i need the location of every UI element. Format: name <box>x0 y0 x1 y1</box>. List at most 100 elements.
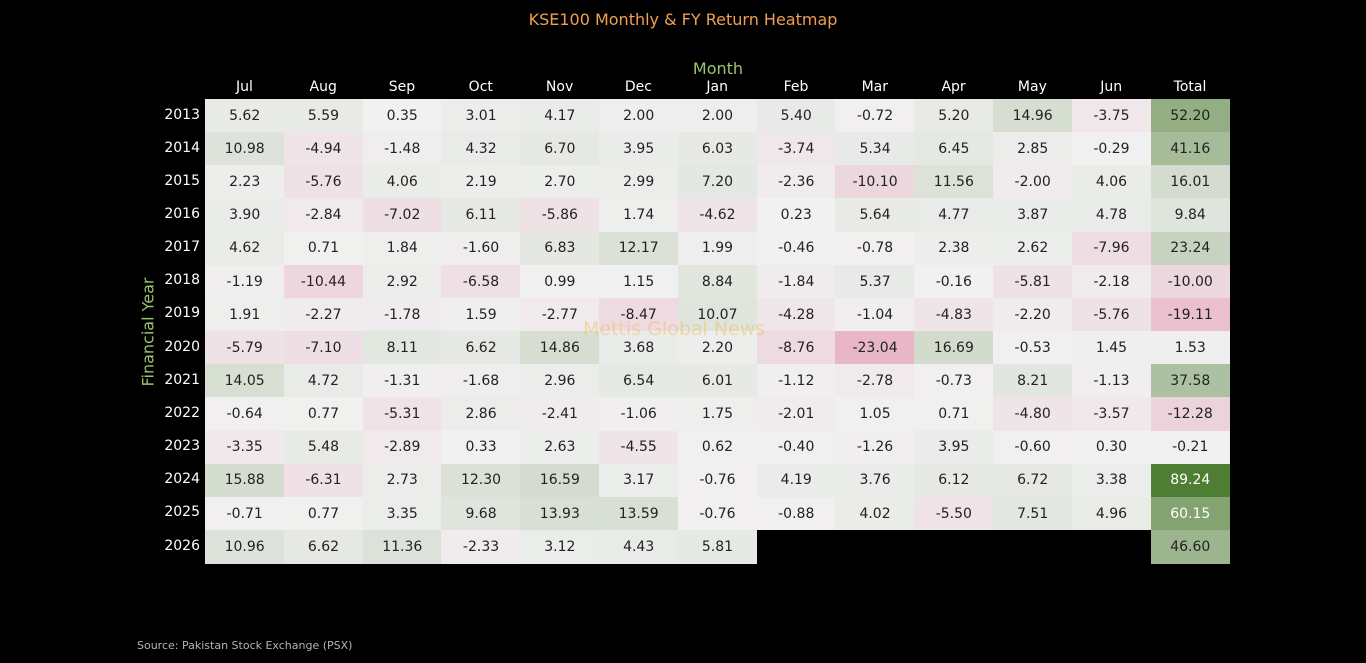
heatmap-cell: 2.63 <box>520 430 600 465</box>
heatmap-cell: -5.50 <box>914 496 994 531</box>
heatmap-cell: -1.26 <box>835 430 915 465</box>
heatmap-cell: -19.11 <box>1150 297 1230 332</box>
heatmap-cell: 13.93 <box>520 496 600 531</box>
heatmap-cell: -0.78 <box>835 231 915 266</box>
heatmap-cell: -5.81 <box>993 264 1073 299</box>
heatmap-cell: -1.78 <box>362 297 442 332</box>
heatmap-cell: -0.53 <box>993 331 1073 365</box>
heatmap-cell: -6.58 <box>441 264 521 299</box>
heatmap-cell: 52.20 <box>1150 99 1230 133</box>
column-label-nov: Nov <box>545 79 574 95</box>
heatmap-cell: 0.71 <box>283 231 364 266</box>
heatmap-cell: -6.31 <box>283 463 364 498</box>
heatmap-cell: 3.38 <box>1071 463 1152 498</box>
heatmap-cell: 16.59 <box>520 463 600 498</box>
heatmap-cell: 5.37 <box>835 264 915 299</box>
heatmap-cell: -0.88 <box>756 496 836 531</box>
heatmap-cell: -4.94 <box>283 132 364 166</box>
heatmap-cell: -7.96 <box>1071 231 1152 266</box>
heatmap-cell: -0.76 <box>677 496 758 531</box>
heatmap-cell: 1.45 <box>1071 331 1152 365</box>
heatmap-cell: -2.27 <box>283 297 364 332</box>
heatmap-cell: -5.86 <box>520 198 600 233</box>
heatmap-cell: 2.85 <box>993 132 1073 166</box>
heatmap-cell: -2.00 <box>993 165 1073 199</box>
heatmap-cell: 1.75 <box>677 397 758 431</box>
heatmap-cell: 3.76 <box>835 463 915 498</box>
heatmap-cell: -0.46 <box>756 231 836 266</box>
heatmap-cell: 1.74 <box>599 198 679 233</box>
heatmap-cell: 4.32 <box>441 132 521 166</box>
heatmap-cell: 11.56 <box>914 165 994 199</box>
heatmap-cell: -8.47 <box>599 297 679 332</box>
heatmap-cell: -1.13 <box>1071 364 1152 398</box>
heatmap-cell: -5.76 <box>283 165 364 199</box>
heatmap-cell: -0.71 <box>205 496 285 531</box>
heatmap-cell: -1.84 <box>756 264 836 299</box>
heatmap-cell: 4.72 <box>283 364 364 398</box>
heatmap-cell: 7.51 <box>993 496 1073 531</box>
heatmap-cell: 5.34 <box>835 132 915 166</box>
heatmap-cell: 3.17 <box>599 463 679 498</box>
heatmap-cell: 60.15 <box>1150 496 1230 531</box>
heatmap-cell: 0.77 <box>283 397 364 431</box>
row-label-2023: 2023 <box>164 438 200 455</box>
heatmap-cell: -2.20 <box>993 297 1073 332</box>
heatmap-cell: 6.70 <box>520 132 600 166</box>
heatmap-cell: 6.62 <box>283 529 364 564</box>
heatmap-cell: -1.68 <box>441 364 521 398</box>
column-label-oct: Oct <box>468 79 493 95</box>
heatmap-cell: 0.71 <box>914 397 994 431</box>
heatmap-cell: 0.30 <box>1071 430 1152 465</box>
row-label-2016: 2016 <box>164 206 200 223</box>
heatmap-cell: 5.40 <box>756 99 836 133</box>
heatmap-cell: -1.06 <box>599 397 679 431</box>
heatmap-cell: -2.18 <box>1071 264 1152 299</box>
heatmap-cell: 2.86 <box>441 397 521 431</box>
heatmap-cell: 3.95 <box>599 132 679 166</box>
heatmap-cell: 2.73 <box>362 463 442 498</box>
heatmap-cell: -1.60 <box>441 231 521 266</box>
heatmap-cell: 0.77 <box>283 496 364 531</box>
heatmap-cell: 2.70 <box>520 165 600 199</box>
heatmap-cell: 89.24 <box>1150 463 1230 498</box>
row-label-2013: 2013 <box>164 106 200 123</box>
heatmap-cell: 6.45 <box>914 132 994 166</box>
heatmap-cell: 9.68 <box>441 496 521 531</box>
heatmap-cell: 10.07 <box>677 297 758 332</box>
heatmap-cell: 8.21 <box>993 364 1073 398</box>
column-label-jun: Jun <box>1100 79 1123 95</box>
column-label-mar: Mar <box>861 79 888 95</box>
heatmap-cell: 14.86 <box>520 331 600 365</box>
heatmap-cell: -2.89 <box>362 430 442 465</box>
heatmap-cell: 0.23 <box>756 198 836 233</box>
heatmap-cell: 4.43 <box>599 529 679 564</box>
row-label-2021: 2021 <box>164 371 200 388</box>
heatmap-cell: 6.72 <box>993 463 1073 498</box>
heatmap-cell: 4.19 <box>756 463 836 498</box>
heatmap-cell: 3.35 <box>362 496 442 531</box>
heatmap-cell: 6.03 <box>677 132 758 166</box>
row-label-2025: 2025 <box>164 504 200 521</box>
column-label-jan: Jan <box>706 79 728 95</box>
heatmap-cell: 37.58 <box>1150 364 1230 398</box>
row-label-2022: 2022 <box>164 404 200 421</box>
heatmap-cell: 16.69 <box>914 331 994 365</box>
heatmap-cell: -1.12 <box>756 364 836 398</box>
column-label-jul: Jul <box>235 79 253 95</box>
heatmap-cell: 4.17 <box>520 99 600 133</box>
column-label-may: May <box>1017 79 1047 95</box>
heatmap-cell: 14.96 <box>993 99 1073 133</box>
heatmap-cell: 6.12 <box>914 463 994 498</box>
column-label-dec: Dec <box>624 79 652 95</box>
heatmap-cell: 3.87 <box>993 198 1073 233</box>
heatmap-cell: 8.11 <box>362 331 442 365</box>
heatmap-cell: -0.21 <box>1150 430 1230 465</box>
heatmap-cell: -0.60 <box>993 430 1073 465</box>
heatmap-cell: -4.62 <box>677 198 758 233</box>
heatmap-cell: -0.73 <box>914 364 994 398</box>
heatmap-cell: 3.95 <box>914 430 994 465</box>
heatmap-cell: 3.90 <box>205 198 285 233</box>
heatmap-cell: 11.36 <box>362 529 442 564</box>
